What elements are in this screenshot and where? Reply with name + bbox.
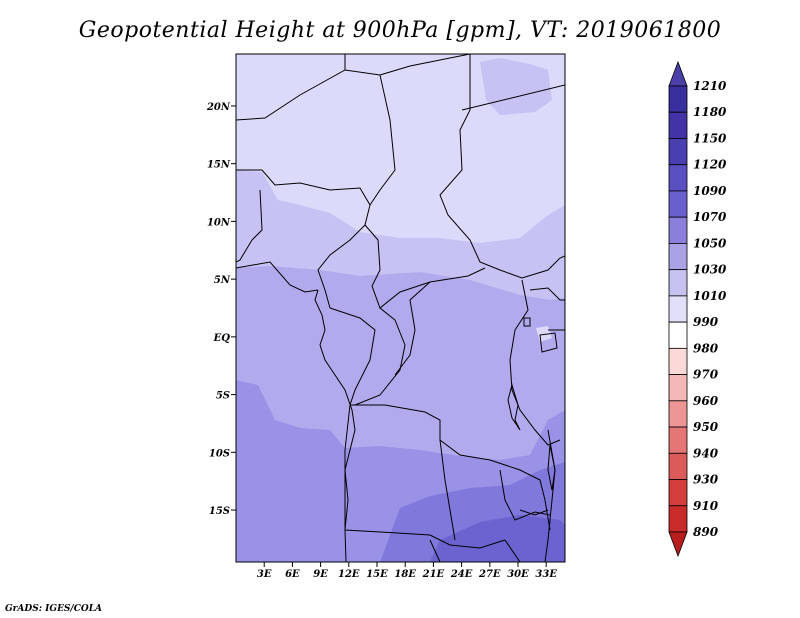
colorbar-label: 1070 [693,210,727,224]
lake-outline [547,444,556,491]
colorbar-segment [668,505,688,533]
lat-label: 15N [207,160,231,171]
colorbar-label: 1010 [693,289,727,303]
lon-label: 3E [257,569,272,580]
colorbar-segment [668,347,688,375]
lake-outline [507,383,521,431]
latitude-axis: 20N 15N 10N 5N EQ 5S 10S 15S [206,102,236,517]
colorbar-label: 960 [693,394,719,408]
colorbar-segment [668,452,688,480]
height-field [236,54,565,562]
colorbar-segment [668,269,688,297]
lon-label: 24E [450,569,473,580]
lake-outline [519,509,549,516]
lon-label: 33E [535,569,557,580]
colorbar-segment [668,111,688,139]
colorbar-segment [668,426,688,454]
colorbar-label: 1180 [693,105,727,119]
map-frame [235,53,566,563]
border-line [504,539,521,562]
lon-label: 9E [313,569,328,580]
lon-label: 15E [366,569,388,580]
lon-label: 30E [507,569,529,580]
lat-label: 5N [214,275,231,286]
lon-label: 6E [285,569,300,580]
colorbar-segment [668,216,688,244]
colorbar-label: 950 [693,420,719,434]
colorbar-segment [668,243,688,271]
colorbar-segment [668,190,688,218]
border-line [236,169,371,309]
colorbar-segment [668,295,688,323]
colorbar-label: 970 [693,368,719,382]
border-line [429,539,441,562]
colorbar-label: 980 [693,341,719,355]
lat-label: 10S [209,448,230,459]
border-line [344,404,506,549]
border-line [329,307,376,406]
colorbar-label: 1030 [693,263,727,277]
lon-label: 12E [338,569,360,580]
border-line [439,54,565,279]
border-line [354,307,406,406]
lat-label: 15S [209,506,230,517]
colorbar-segment [668,374,688,402]
lat-label: 20N [206,102,231,113]
borders [236,54,565,562]
border-line [439,439,456,541]
colorbar-label: 890 [693,525,719,539]
lake-outline [539,332,558,353]
border-line [236,189,263,263]
lat-label: 10N [207,217,231,228]
border-line [509,279,561,446]
lat-label: 5S [216,391,230,402]
border-line [369,74,396,206]
colorbar-segment [668,138,688,166]
coastline [314,289,356,562]
map-title: Geopotential Height at 900hPa [gpm], VT:… [78,18,722,43]
lon-label: 18E [394,569,416,580]
colorbar-segment [668,479,688,507]
colorbar-bottom-arrow [668,531,688,558]
colorbar-label: 1120 [693,158,727,172]
colorbar-label: 910 [693,499,719,513]
border-line [350,404,551,531]
border-line [529,287,565,301]
lat-label: EQ [213,333,231,344]
colorbar-segment [668,400,688,428]
lon-label: 21E [422,569,445,580]
colorbar-label: 1150 [693,131,727,145]
colorbar-segment [668,164,688,192]
colorbar-label: 990 [693,315,719,329]
border-line [394,281,431,376]
longitude-axis: 3E 6E 9E 12E 15E 18E 21E 24E 27E 30E 33E [257,562,557,580]
colorbar-label: 940 [693,446,719,460]
credit-label: GrADS: IGES/COLA [5,604,103,614]
colorbar-label: 1210 [693,79,727,93]
band-1120-1150 [430,515,565,562]
colorbar-label: 1090 [693,184,727,198]
colorbar-segment [668,321,688,349]
colorbar-segment [668,85,688,113]
colorbar-label: 1050 [693,236,727,250]
colorbar-top-arrow [668,60,688,87]
lon-label: 27E [478,569,501,580]
colorbar: 1210 1180 1150 1120 1090 1070 1050 1030 1010 990 9… [668,60,727,558]
colorbar-label: 930 [693,473,719,487]
border-line [236,261,319,293]
border-line [461,84,565,111]
lake-outline [523,317,531,327]
